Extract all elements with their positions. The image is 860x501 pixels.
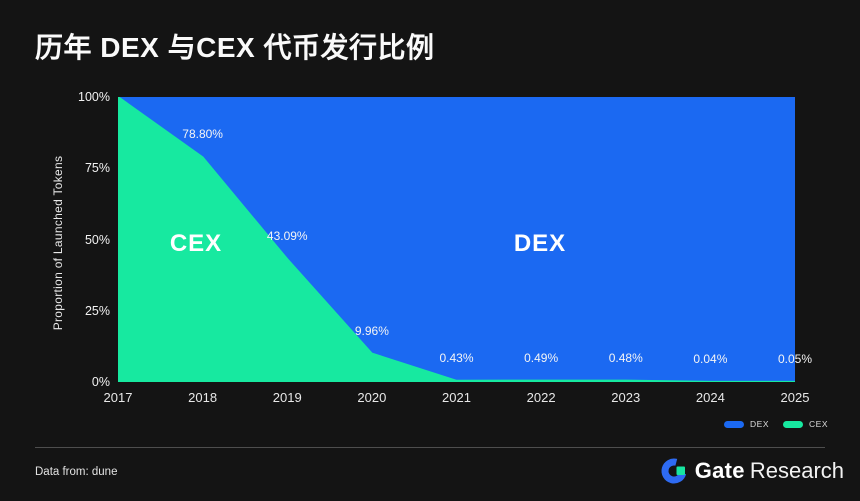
legend-item-dex[interactable]: DEX [724,419,769,429]
point-label: 0.04% [693,351,728,366]
dex-legend-label: DEX [750,419,770,429]
dex-area-label: DEX [513,230,567,257]
brand-name-bold: Gate [694,458,745,483]
cex-area-label: CEX [169,230,223,257]
x-tick-label: 2021 [442,390,471,405]
x-tick-label: 2023 [611,390,641,405]
point-label: 0.48% [608,350,643,365]
data-source-text: Data from: dune [35,466,118,478]
y-tick-label: 0% [91,375,110,389]
brand-name-light: Research [749,458,844,483]
x-tick-label: 2019 [272,390,302,405]
x-tick-label: 2022 [526,390,556,405]
gate-research-logo: Gate Research [660,457,844,485]
y-tick-label: 100% [78,90,110,104]
gate-logo-icon [661,458,686,484]
footer-divider [35,447,825,448]
page-title: 历年 DEX 与CEX 代币发行比例 [35,32,435,63]
point-label: 0.05% [777,351,813,366]
x-tick-label: 2025 [780,390,810,405]
cex-boundary-line [118,97,795,382]
x-tick-label: 2024 [695,390,725,405]
point-label: 43.09% [266,229,308,244]
point-label: 78.80% [182,127,223,142]
legend: DEX CEX [724,419,828,429]
plot-area [118,97,795,382]
x-tick-label: 2018 [188,390,218,405]
point-label: 9.96% [354,323,389,338]
y-tick-label: 50% [84,232,110,247]
x-tick-label: 2017 [103,390,133,405]
cex-legend-swatch [783,420,804,428]
stacked-area-chart: Proportion of Launched Tokens 100% 75% 50%… [51,90,813,405]
x-tick-label: 2020 [357,390,387,405]
y-tick-label: 75% [84,161,110,176]
dex-legend-swatch [724,420,745,428]
cex-legend-label: CEX [809,419,828,429]
cex-area [118,97,795,382]
legend-item-cex[interactable]: CEX [783,419,828,429]
y-tick-label: 25% [84,303,110,318]
point-label: 0.49% [524,350,559,365]
point-label: 0.43% [439,350,474,365]
brand-text: Gate Research [695,458,844,484]
